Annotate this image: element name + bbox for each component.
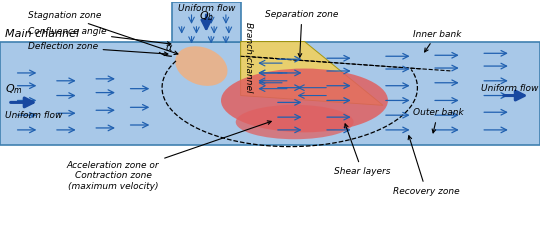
Text: Shear layers: Shear layers (334, 124, 390, 176)
Bar (0, 42, 540, 145)
Text: Outer bank: Outer bank (412, 108, 463, 133)
Text: Uniform flow: Uniform flow (481, 84, 538, 93)
Polygon shape (241, 42, 383, 105)
Text: Uniform flow: Uniform flow (178, 4, 235, 13)
Ellipse shape (236, 105, 354, 139)
Text: Deflection zone: Deflection zone (28, 42, 168, 56)
Text: Confluence angle: Confluence angle (28, 27, 171, 45)
Text: Separation zone: Separation zone (265, 10, 339, 57)
Text: Acceleration zone or
Contraction zone
(maximum velocity): Acceleration zone or Contraction zone (m… (67, 121, 271, 191)
Text: $Q_b$: $Q_b$ (199, 9, 214, 23)
Text: Branch channel: Branch channel (244, 22, 252, 92)
Text: $\alpha$: $\alpha$ (165, 43, 173, 53)
Ellipse shape (175, 46, 228, 86)
Text: Recovery zone: Recovery zone (393, 136, 459, 196)
Text: Inner bank: Inner bank (412, 30, 461, 52)
Text: $Q_m$: $Q_m$ (5, 82, 23, 96)
Text: Stagnation zone: Stagnation zone (28, 11, 178, 54)
Ellipse shape (221, 68, 388, 132)
Text: Main channel: Main channel (5, 29, 79, 39)
Bar (172, 2, 241, 42)
Text: Uniform flow: Uniform flow (5, 111, 62, 120)
